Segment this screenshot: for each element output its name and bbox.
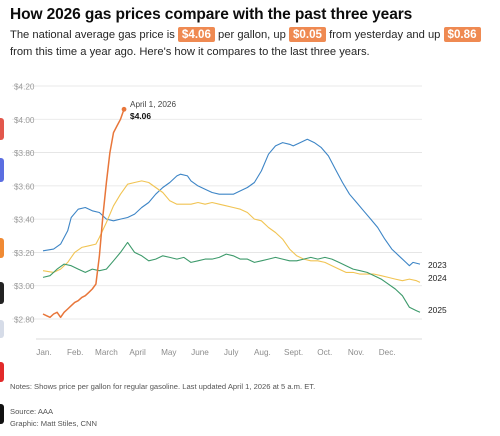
series-line-2025 — [42, 241, 421, 313]
x-tick-label: Sept. — [284, 348, 303, 357]
x-tick-label: Jan. — [36, 348, 51, 357]
y-tick-label: $4.20 — [14, 83, 35, 92]
y-tick-label: $3.40 — [14, 216, 35, 225]
edge-strip-7 — [0, 404, 4, 424]
x-tick-label: Oct. — [317, 348, 332, 357]
series-label-2024: 2024 — [428, 273, 447, 283]
y-tick-label: $3.80 — [14, 149, 35, 158]
credit-text: Graphic: Matt Stiles, CNN — [10, 419, 97, 428]
annotation-date: April 1, 2026 — [130, 100, 176, 109]
chart-subtitle: The national average gas price is $4.06 … — [10, 27, 496, 60]
y-tick-label: $2.80 — [14, 316, 35, 325]
series-label-2023: 2023 — [428, 260, 447, 270]
subtitle-text: from yesterday and up — [329, 29, 441, 41]
y-tick-label: $3.60 — [14, 182, 35, 191]
x-tick-label: Dec. — [379, 348, 396, 357]
x-tick-label: Feb. — [67, 348, 83, 357]
x-tick-label: June — [191, 348, 209, 357]
chart-title: How 2026 gas prices compare with the pas… — [10, 6, 413, 23]
edge-strip-2 — [0, 158, 4, 182]
line-chart: $4.20 $4.00 $3.80 $3.60 $3.40 $3.20 $3.00 $2.80… — [12, 83, 447, 357]
x-tick-label: May — [161, 348, 177, 357]
subtitle-text: from this time a year ago. Here's how it… — [10, 45, 370, 58]
series-line-2024 — [42, 180, 421, 283]
x-tick-label: Aug. — [254, 348, 271, 357]
notes-text: Notes: Shows price per gallon for regula… — [10, 382, 316, 391]
edge-strip-6 — [0, 362, 4, 382]
endpoint-dot — [121, 106, 127, 112]
y-tick-label: $3.20 — [14, 249, 35, 258]
x-tick-label: April — [129, 348, 146, 357]
edge-strip-5 — [0, 320, 4, 338]
y-tick-label: $4.00 — [14, 116, 35, 125]
x-tick-label: March — [95, 348, 118, 357]
price-now-badge: $4.06 — [177, 27, 215, 42]
edge-strip-4 — [0, 282, 4, 304]
change-year-badge: $0.86 — [443, 27, 481, 42]
edge-strip-1 — [0, 118, 4, 140]
series-line-2026 — [42, 109, 125, 319]
series-label-2025: 2025 — [428, 305, 447, 315]
series-line-2023 — [42, 138, 421, 267]
x-tick-label: July — [224, 348, 239, 357]
source-text: Source: AAA — [10, 407, 54, 416]
y-tick-label: $3.00 — [14, 282, 35, 291]
annotation-value: $4.06 — [130, 111, 151, 121]
subtitle-text: The national average gas price is — [10, 29, 175, 41]
change-day-badge: $0.05 — [288, 27, 326, 42]
x-tick-label: Nov. — [348, 348, 364, 357]
subtitle-text: per gallon, up — [218, 29, 286, 41]
edge-strip-3 — [0, 238, 4, 258]
